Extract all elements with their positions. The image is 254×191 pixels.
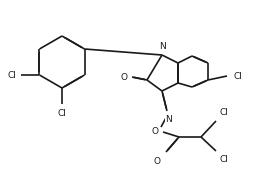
Text: N: N xyxy=(159,42,165,51)
Text: Cl: Cl xyxy=(8,70,17,79)
Text: Cl: Cl xyxy=(219,108,228,117)
Text: N: N xyxy=(166,115,172,124)
Text: Cl: Cl xyxy=(219,155,228,164)
Text: O: O xyxy=(120,73,127,82)
Text: O: O xyxy=(154,157,161,166)
Text: O: O xyxy=(152,126,159,135)
Text: Cl: Cl xyxy=(58,109,67,118)
Text: Cl: Cl xyxy=(233,71,242,80)
